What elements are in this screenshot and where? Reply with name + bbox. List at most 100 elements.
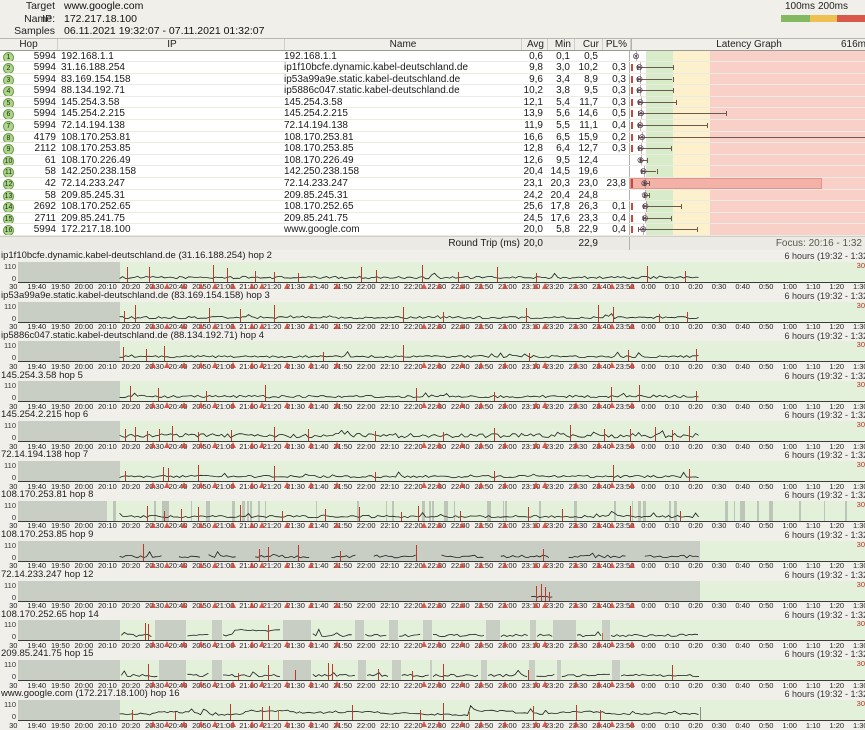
time-tick-label: 1:20 [829, 481, 845, 490]
timeline-time-axis: 30 19:40 19:50 20:00 20:10 20:20 20:30 20:40 20:… [0, 561, 865, 570]
latency-graph-cell[interactable]: ⊗ [629, 212, 865, 224]
latency-graph-cell[interactable]: ⊗ [629, 108, 865, 120]
loss-triangle-marker [198, 721, 205, 728]
timeline-plot[interactable]: 30 [18, 500, 865, 522]
latency-graph-cell[interactable]: ⊗ [629, 154, 865, 166]
table-row[interactable]: 14 2692 108.170.252.65 108.170.252.65 25,6 17… [0, 201, 865, 213]
ip-cell: 31.16.188.254 [61, 62, 125, 73]
time-tick-label: 21:50 [333, 640, 353, 649]
timeline-section[interactable]: 72.14.194.138 hop 7 6 hours (19:32 - 1:32… [0, 450, 865, 490]
latency-graph-cell[interactable]: ⊗ [629, 201, 865, 212]
time-tick-label: 0:30 [711, 521, 727, 530]
latency-graph-cell[interactable]: ⊗ [629, 96, 865, 108]
timeline-section[interactable]: ip5886c047.static.kabel-deutschland.de (… [0, 331, 865, 371]
timeline-section[interactable]: 145.254.2.215 hop 6 6 hours (19:32 - 1:32… [0, 410, 865, 450]
col-header-ip[interactable]: IP [60, 39, 285, 50]
timeline-plot[interactable]: 30 [18, 700, 865, 722]
table-row[interactable]: 7 5994 72.14.194.138 72.14.194.138 11,9 5,5 11… [0, 120, 865, 132]
col-header-latency-graph[interactable]: Latency Graph 616m [631, 39, 865, 50]
timeline-section[interactable]: 108.170.252.65 hop 14 6 hours (19:32 - 1:… [0, 610, 865, 650]
col-header-pl[interactable]: PL% [603, 39, 631, 50]
loss-triangle-marker [181, 521, 188, 528]
timeline-section[interactable]: ip53a99a9e.static.kabel-deutschland.de (… [0, 291, 865, 331]
col-header-min[interactable]: Min [548, 39, 575, 50]
loss-spike [646, 265, 648, 282]
latency-graph-cell[interactable]: ⊗ [629, 120, 865, 131]
time-tick-label: 21:20 [262, 640, 282, 649]
loss-spike [297, 545, 299, 561]
table-row[interactable]: 3 5994 83.169.154.158 ip53a99a9e.static.kab… [0, 73, 865, 86]
timeline-plot[interactable]: 30 [18, 301, 865, 323]
table-row[interactable]: 16 5994 172.217.18.100 www.google.com 20,0 5,… [0, 224, 865, 236]
time-tick-label: 21:40 [309, 322, 329, 331]
table-row[interactable]: 9 2112 108.170.253.85 108.170.253.85 12,8 6,4… [0, 143, 865, 155]
time-tick-label: 1:00 [782, 441, 797, 450]
table-row[interactable]: 12 42 72.14.233.247 72.14.233.247 23,1 20,3 23… [0, 178, 865, 190]
timeline-plot[interactable]: 30 [18, 580, 865, 602]
table-row[interactable]: 6 5994 145.254.2.215 145.254.2.215 13,9 5,6 14… [0, 108, 865, 121]
loss-triangle-marker [150, 282, 156, 289]
timeline-section[interactable]: ip1f10bcfe.dynamic.kabel-deutschland.de … [0, 251, 865, 291]
time-tick-label: 20:10 [98, 561, 117, 570]
latency-zone-1 [673, 50, 710, 62]
avg-latency-marker: ⊗ [637, 108, 645, 119]
loss-triangle-marker [211, 561, 218, 568]
table-row[interactable]: 15 2711 209.85.241.75 209.85.241.75 24,5 17,6… [0, 212, 865, 225]
timeline-plot[interactable]: 30 [18, 381, 865, 403]
col-header-name[interactable]: Name [285, 39, 522, 50]
latency-graph-cell[interactable]: ⊗ [629, 189, 865, 201]
focus-range-label[interactable]: Focus: 20:16 - 1:32 [775, 238, 862, 249]
latency-graph-cell[interactable]: ⊗ [629, 62, 865, 73]
latency-graph-cell[interactable]: ⊗ [629, 178, 865, 189]
time-tick-label: 0:20 [688, 640, 703, 649]
hop-badge: 7 [3, 121, 14, 131]
time-tick-label: 21:30 [286, 720, 305, 729]
table-row[interactable]: 5 5994 145.254.3.58 145.254.3.58 12,1 5,4 11,7… [0, 96, 865, 109]
table-row[interactable]: 2 5994 31.16.188.254 ip1f10bcfe.dynamic.kab… [0, 62, 865, 74]
whisker-max-tick [680, 204, 682, 210]
loss-spike [129, 386, 131, 402]
latency-zone-2 [710, 96, 865, 108]
latency-graph-cell[interactable]: ⊗ [629, 143, 865, 154]
latency-graph-cell[interactable]: ⊗ [629, 85, 865, 96]
timeline-plot[interactable]: 30 [18, 620, 865, 642]
latency-graph-cell[interactable]: ⊗ [629, 50, 865, 62]
timeline-plot[interactable]: 30 [18, 421, 865, 443]
table-row[interactable]: 1 5994 192.168.1.1 192.168.1.1 0,6 0,1 0,5 ⊗ [0, 50, 865, 63]
loss-triangle-marker [542, 442, 549, 449]
timeline-section[interactable]: 209.85.241.75 hop 15 6 hours (19:32 - 1:3… [0, 649, 865, 689]
col-header-avg[interactable]: Avg [522, 39, 548, 50]
time-tick-label: 21:40 [309, 441, 329, 450]
time-tick-label: 21:00 [215, 322, 235, 331]
time-tick-label: 30 [9, 521, 18, 530]
latency-graph-cell[interactable]: ⊗ [629, 166, 865, 178]
latency-graph-cell[interactable]: ⊗ [629, 224, 865, 235]
ip-cell: 145.254.2.215 [61, 108, 125, 120]
timeline-plot[interactable]: 30 [18, 261, 865, 283]
timeline-section[interactable]: www.google.com (172.217.18.100) hop 16 6 … [0, 689, 865, 729]
col-header-cur[interactable]: Cur [575, 39, 603, 50]
timeline-section[interactable]: 108.170.253.85 hop 9 6 hours (19:32 - 1:3… [0, 530, 865, 570]
timeline-plot[interactable]: 30 [18, 341, 865, 363]
time-tick-label: 0:00 [641, 720, 656, 729]
timeline-plot[interactable]: 30 [18, 660, 865, 682]
latency-graph-cell[interactable]: ⊗ [629, 131, 865, 143]
table-row[interactable]: 11 58 142.250.238.158 142.250.238.158 20,4 14… [0, 166, 865, 179]
loss-spike [400, 511, 402, 521]
table-row[interactable]: 8 4179 108.170.253.81 108.170.253.81 16,6 6,5… [0, 131, 865, 144]
table-row[interactable]: 13 58 209.85.245.31 209.85.245.31 24,2 20,4 24… [0, 189, 865, 202]
table-row[interactable]: 4 5994 88.134.192.71 ip5886c047.static.kabe… [0, 85, 865, 97]
timeline-section[interactable]: 108.170.253.81 hop 8 6 hours (19:32 - 1:3… [0, 490, 865, 530]
timeline-section[interactable]: 72.14.233.247 hop 12 6 hours (19:32 - 1:3… [0, 570, 865, 610]
loss-spike [307, 428, 309, 442]
timeline-plot[interactable]: 30 [18, 540, 865, 562]
time-tick-label: 20:40 [168, 401, 188, 410]
table-row[interactable]: 10 61 108.170.226.49 108.170.226.49 12,6 9,5 1… [0, 154, 865, 167]
latency-graph-cell[interactable]: ⊗ [629, 73, 865, 85]
timeline-plot[interactable]: 30 [18, 461, 865, 483]
col-header-hop[interactable]: Hop [0, 39, 58, 50]
timeline-hop-title: ip1f10bcfe.dynamic.kabel-deutschland.de … [1, 251, 272, 261]
time-tick-label: 0:00 [641, 441, 656, 450]
route-change-stripe [614, 500, 616, 521]
